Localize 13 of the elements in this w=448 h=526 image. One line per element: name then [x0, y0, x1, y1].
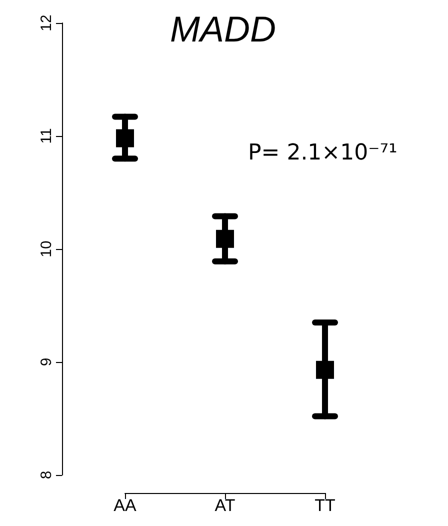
point — [316, 360, 334, 379]
y-tick-label: 11 — [38, 128, 55, 144]
annotation: P= 2.1×10⁻⁷¹ — [248, 140, 398, 166]
point — [216, 230, 234, 248]
x-tick-label: AA — [114, 496, 137, 515]
point — [116, 129, 134, 148]
y-tick-label: 10 — [38, 240, 55, 258]
y-tick-label: 9 — [38, 358, 55, 366]
x-tick-label: TT — [314, 496, 336, 515]
y-tick-label: 8 — [38, 470, 55, 480]
y-tick-label: 12 — [38, 14, 55, 32]
chart-title: MADD — [170, 8, 276, 50]
x-tick-label: AT — [214, 496, 236, 515]
